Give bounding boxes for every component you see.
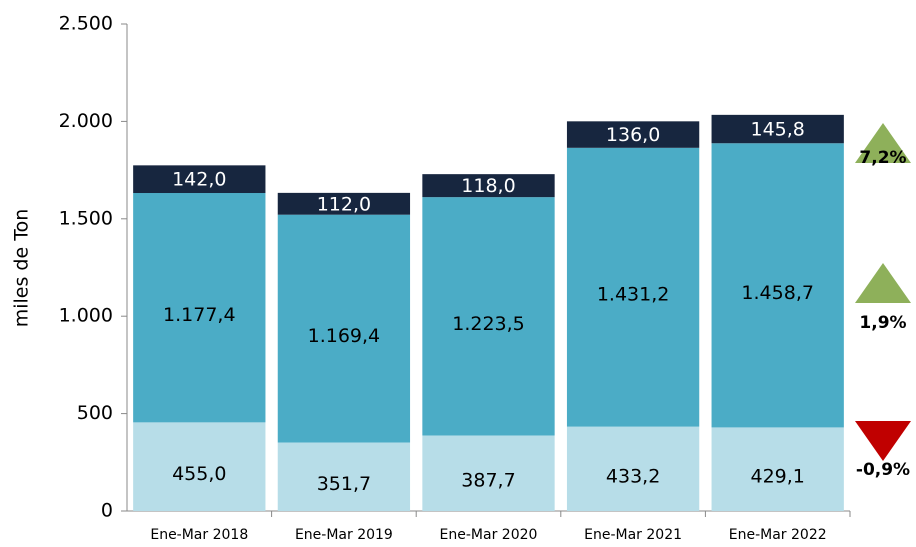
bar-segment [711,427,844,511]
y-tick-label: 1.500 [59,207,113,229]
bar-segment [133,193,266,423]
bar-segment [277,442,411,511]
value-label: 118,0 [461,175,515,197]
value-label: 429,1 [750,466,804,488]
value-label: 142,0 [172,169,226,191]
y-tick-label: 2.500 [59,13,113,35]
y-tick-label: 0 [101,500,113,522]
bar-segment [566,426,700,511]
x-tick-label: Ene-Mar 2022 [729,527,827,543]
value-label: 1.169,4 [308,325,381,347]
value-label: 433,2 [606,465,660,487]
y-axis-label: miles de Ton [11,209,33,328]
x-tick-label: Ene-Mar 2019 [295,527,393,543]
value-label: 351,7 [317,473,371,495]
value-label: 387,7 [461,470,515,492]
y-tick-label: 2.000 [59,110,113,132]
y-tick-label: 500 [77,402,113,424]
value-label: 112,0 [317,193,371,215]
bar-segment [133,165,266,194]
bar-segment [133,422,266,511]
x-tick-label: Ene-Mar 2018 [150,527,248,543]
value-label: 1.458,7 [741,282,814,304]
value-label: 145,8 [750,119,804,141]
annotation: -0,9% [856,460,910,480]
bar-segment [277,192,411,215]
value-label: 1.177,4 [163,304,236,326]
x-tick-label: Ene-Mar 2021 [584,527,682,543]
bar-segment [277,214,411,443]
trend-arrow [855,263,911,303]
value-label: 136,0 [606,124,660,146]
value-label: 1.431,2 [597,284,670,306]
bar-segment [711,114,844,144]
trend-arrow [855,421,911,461]
value-label: 455,0 [172,463,226,485]
annotation: 1,9% [859,313,906,333]
trend-arrow [855,123,911,163]
value-label: 1.223,5 [452,313,525,335]
bar-segment [422,435,555,511]
y-tick-label: 1.000 [59,305,113,327]
bar-segment [422,174,555,198]
annotation: 7,2% [859,148,906,168]
x-tick-label: Ene-Mar 2020 [440,527,538,543]
bar-segment [566,121,700,148]
bar-segment [422,197,555,436]
bar-segment [711,143,844,428]
bar-segment [566,147,700,427]
